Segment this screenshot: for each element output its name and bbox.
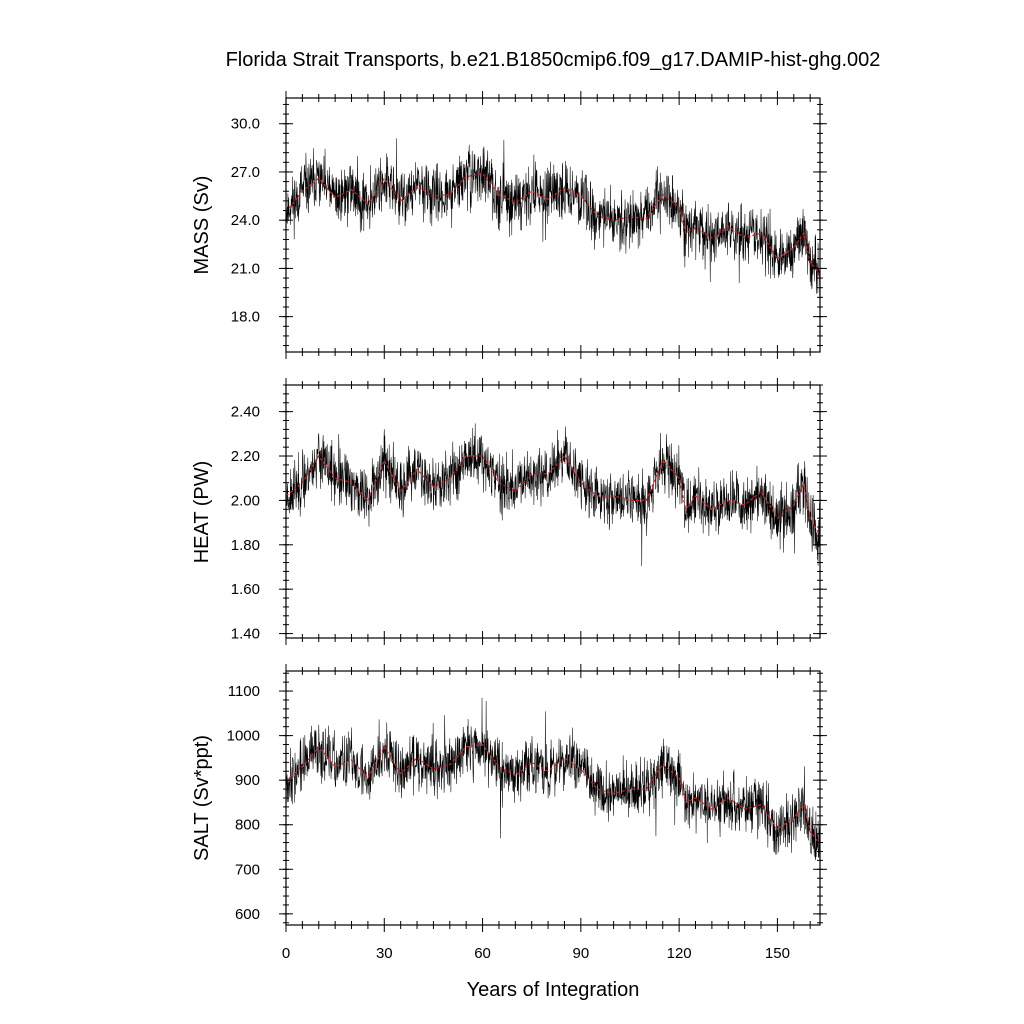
mass-y-tick-label: 27.0	[231, 164, 260, 181]
salt-y-axis-label: SALT (Sv*ppt)	[191, 735, 213, 861]
heat-y-tick-label: 1.60	[231, 581, 260, 598]
salt-y-tick-label: 900	[235, 772, 260, 789]
heat-y-tick-label: 1.40	[231, 626, 260, 643]
x-tick-label: 0	[282, 945, 290, 962]
salt-y-tick-label: 1000	[227, 728, 260, 745]
salt-monthly-series-line	[285, 697, 821, 861]
mass-y-axis-label: MASS (Sv)	[191, 176, 213, 275]
mass-y-tick-label: 24.0	[231, 212, 260, 229]
mass-plot-frame	[285, 97, 821, 353]
x-tick-label: 150	[765, 945, 790, 962]
chart-title: Florida Strait Transports, b.e21.B1850cm…	[226, 49, 881, 71]
heat-y-tick-label: 2.20	[231, 448, 260, 465]
x-tick-label: 120	[667, 945, 692, 962]
salt-panel: 0 30 60 90 120 150 600 700 800 900 1000 1100 SALT (…	[191, 664, 827, 962]
heat-smoothed-series-line	[285, 454, 821, 537]
x-tick-label: 30	[376, 945, 393, 962]
heat-monthly-series-line	[285, 423, 821, 567]
x-tick-label: 90	[573, 945, 590, 962]
heat-y-tick-label: 2.00	[231, 492, 260, 509]
salt-y-tick-label: 800	[235, 817, 260, 834]
x-axis-label: Years of Integration	[467, 979, 640, 1001]
mass-y-tick-label: 30.0	[231, 116, 260, 133]
mass-monthly-series-line	[285, 138, 821, 300]
mass-panel: 18.0 21.0 24.0 27.0 30.0 MASS (Sv)	[191, 91, 827, 359]
heat-plot-frame	[285, 384, 821, 639]
salt-y-tick-label: 1100	[228, 683, 260, 700]
salt-y-tick-label: 700	[235, 861, 260, 878]
heat-y-tick-label: 1.80	[231, 537, 260, 554]
x-tick-label: 60	[474, 945, 491, 962]
mass-y-tick-label: 18.0	[231, 309, 260, 326]
heat-panel: 1.40 1.60 1.80 2.00 2.20 2.40 HEAT (PW)	[191, 378, 827, 645]
salt-y-tick-label: 600	[235, 906, 260, 923]
mass-smoothed-series-line	[285, 172, 821, 276]
salt-plot-frame	[285, 670, 821, 926]
heat-y-axis-label: HEAT (PW)	[191, 461, 213, 564]
mass-y-tick-label: 21.0	[231, 260, 260, 277]
heat-y-tick-label: 2.40	[231, 404, 260, 421]
